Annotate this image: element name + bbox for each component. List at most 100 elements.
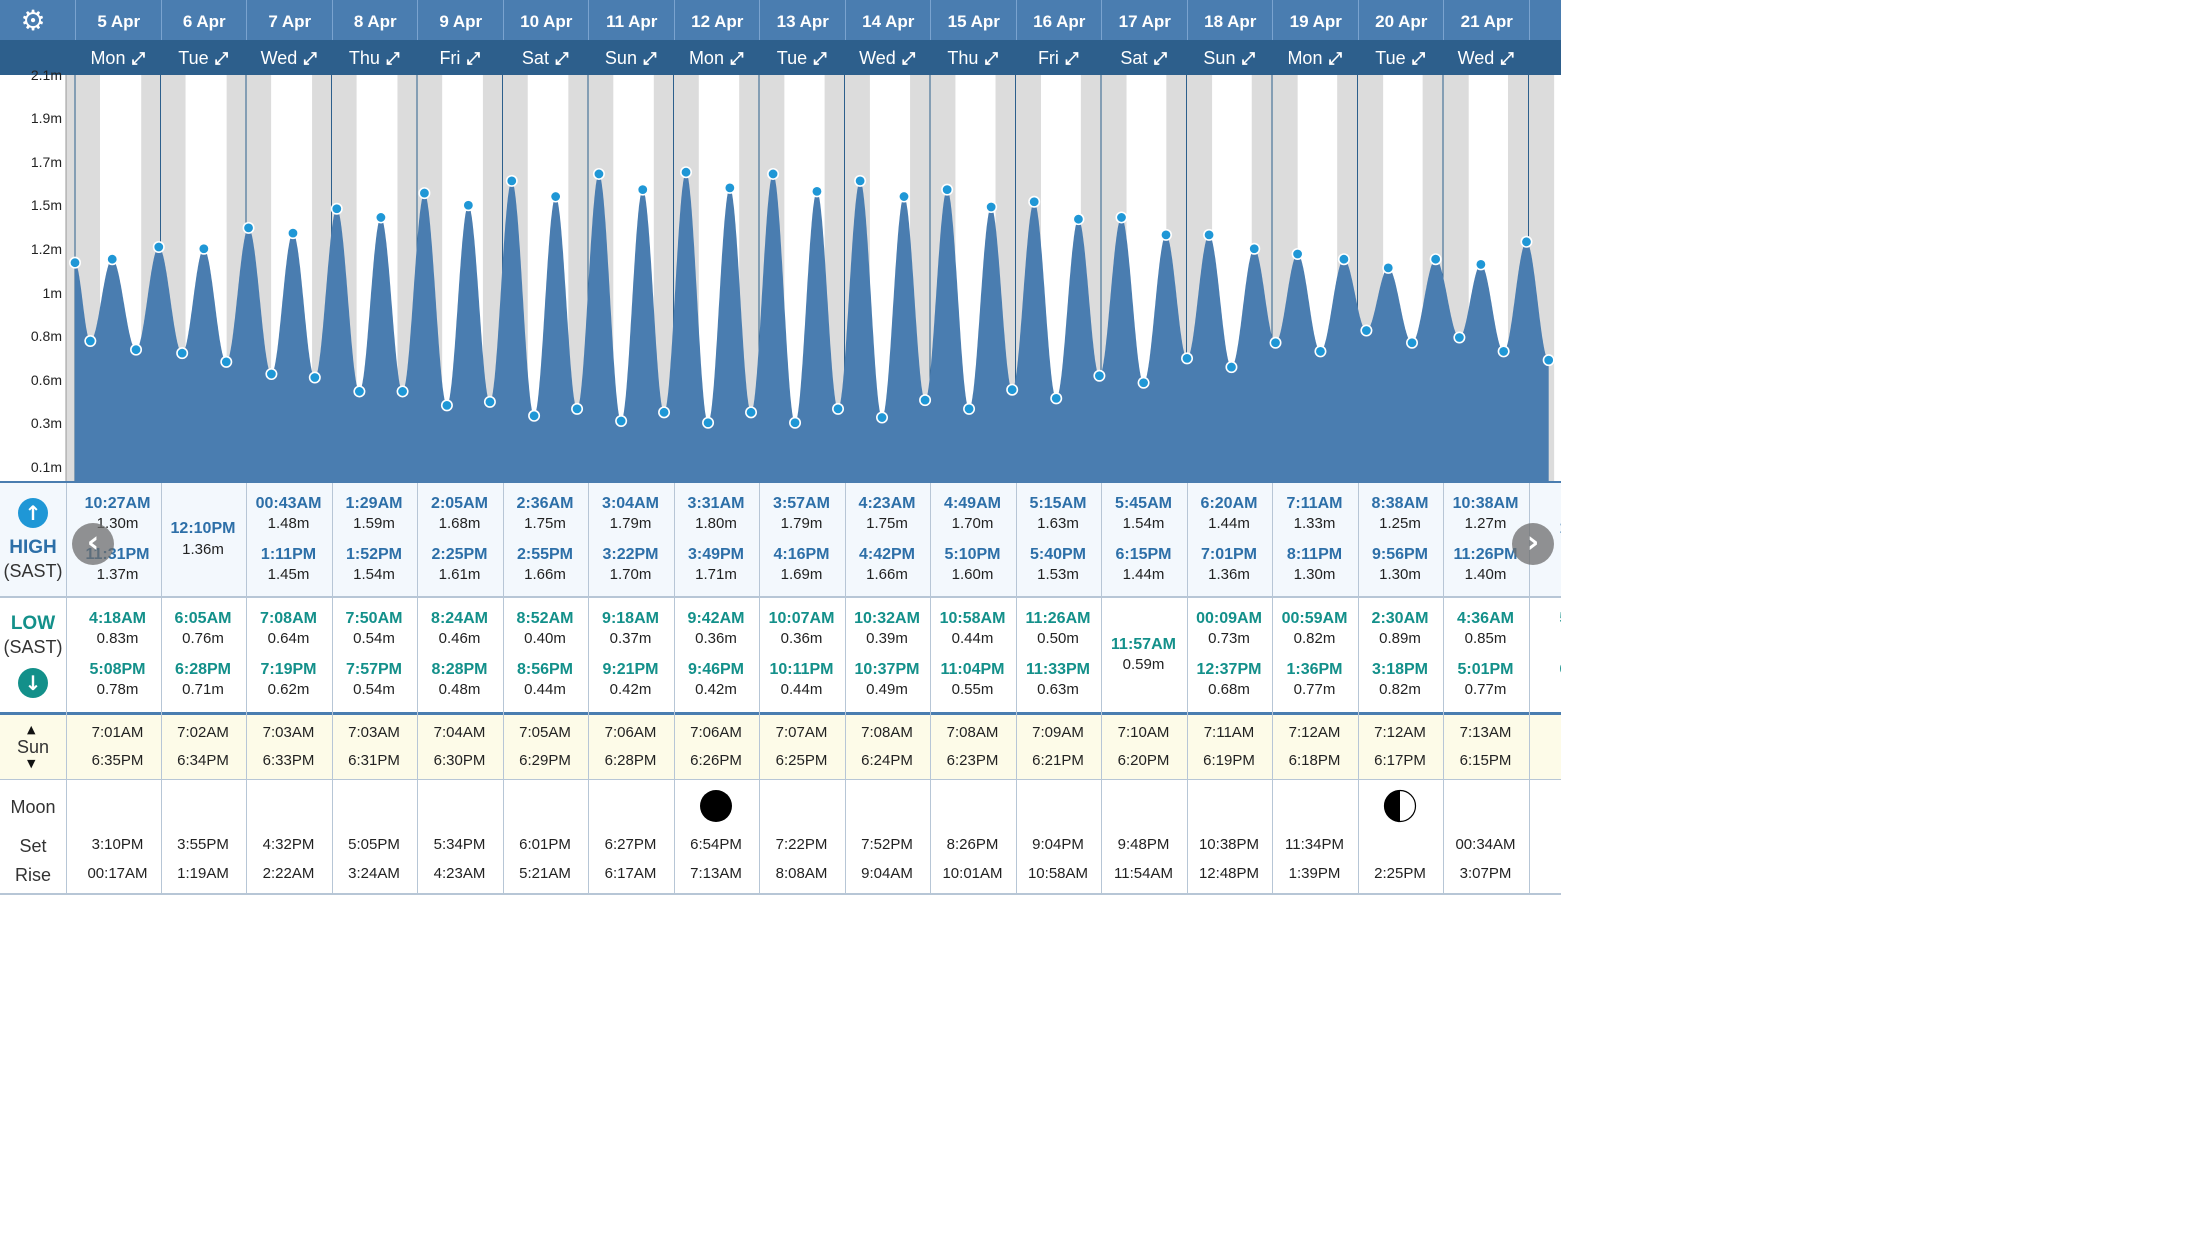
day-header-cell[interactable]: Tue ⤢ [759,40,845,75]
expand-arrows-icon[interactable]: ⤢ [303,49,317,69]
day-header-cell[interactable]: Wed ⤢ [1443,40,1529,75]
tide-point[interactable] [767,167,780,180]
tide-point[interactable] [1360,324,1373,337]
tide-point[interactable] [1269,336,1282,349]
tide-point[interactable] [1453,331,1466,344]
tide-point[interactable] [1072,213,1085,226]
tide-point[interactable] [483,395,496,408]
tide-point[interactable] [1203,228,1216,241]
expand-arrows-icon[interactable]: ⤢ [131,49,146,69]
day-header-cell[interactable]: Sat ⤢ [503,40,589,75]
expand-arrows-icon[interactable]: ⤢ [214,49,229,69]
tide-point[interactable] [374,211,387,224]
tide-point[interactable] [549,190,562,203]
tide-point[interactable] [84,334,97,347]
tide-point[interactable] [876,411,889,424]
day-header-cell[interactable]: Thu ⤢ [930,40,1016,75]
tide-point[interactable] [220,355,233,368]
tide-point[interactable] [176,347,189,360]
tide-point[interactable] [919,394,932,407]
tide-point[interactable] [130,343,143,356]
tide-point[interactable] [1406,336,1419,349]
tide-point[interactable] [1160,228,1173,241]
tide-point[interactable] [462,199,475,212]
expand-arrows-icon[interactable]: ⤢ [1153,49,1168,69]
expand-arrows-icon[interactable]: ⤢ [554,49,569,69]
chevron-right-icon[interactable]: › [1512,523,1554,565]
expand-arrows-icon[interactable]: ⤢ [1064,49,1079,69]
tide-point[interactable] [1497,345,1510,358]
tide-point[interactable] [505,174,518,187]
day-header-cell[interactable]: Sun ⤢ [1187,40,1273,75]
tide-point[interactable] [1115,211,1128,224]
tide-point[interactable] [330,202,343,215]
tide-point[interactable] [702,416,715,429]
tide-point[interactable] [1382,261,1395,274]
day-header-cell[interactable]: Sat ⤢ [1101,40,1187,75]
tide-point[interactable] [106,253,119,266]
day-header-cell[interactable]: Fri ⤢ [417,40,503,75]
tide-point[interactable] [723,181,736,194]
tide-point[interactable] [528,409,541,422]
tide-point[interactable] [1429,253,1442,266]
tide-point[interactable] [1181,352,1194,365]
tide-point[interactable] [832,402,845,415]
expand-arrows-icon[interactable]: ⤢ [1328,49,1343,69]
tide-point[interactable] [985,201,998,214]
day-header-cell[interactable]: Tue ⤢ [161,40,247,75]
tide-point[interactable] [745,406,758,419]
tide-point[interactable] [571,402,584,415]
day-header-cell[interactable]: Sun ⤢ [588,40,674,75]
tide-point[interactable] [418,187,431,200]
chevron-left-icon[interactable]: ‹ [72,523,114,565]
tide-point[interactable] [1137,376,1150,389]
day-header-cell[interactable]: Tue ⤢ [1358,40,1444,75]
tide-point[interactable] [1474,258,1487,271]
tide-point[interactable] [1028,195,1041,208]
expand-arrows-icon[interactable]: ⤢ [813,49,827,69]
tide-point[interactable] [1314,345,1327,358]
tide-point[interactable] [789,416,802,429]
tide-point[interactable] [658,406,671,419]
tide-point[interactable] [353,385,366,398]
expand-arrows-icon[interactable]: ⤢ [1500,49,1514,69]
tide-point[interactable] [286,227,299,240]
expand-arrows-icon[interactable]: ⤢ [642,49,657,69]
day-header-cell[interactable]: Wed ⤢ [246,40,332,75]
tide-point[interactable] [1542,354,1555,367]
day-header-cell[interactable]: Mon ⤢ [1272,40,1358,75]
tide-point[interactable] [1248,242,1261,255]
arrow-up-icon[interactable]: ↑ [18,498,48,528]
expand-arrows-icon[interactable]: ⤢ [1241,49,1256,69]
tide-point[interactable] [1093,369,1106,382]
tide-point[interactable] [1337,253,1350,266]
tide-point[interactable] [854,174,867,187]
tide-point[interactable] [963,402,976,415]
tide-point[interactable] [1050,392,1063,405]
day-header-cell[interactable]: T [1529,40,1562,75]
tide-point[interactable] [592,167,605,180]
tide-point[interactable] [197,242,210,255]
expand-arrows-icon[interactable]: ⤢ [466,49,481,69]
gear-icon[interactable]: ⚙ [20,4,46,37]
expand-arrows-icon[interactable]: ⤢ [1411,49,1426,69]
tide-point[interactable] [69,256,82,269]
tide-point[interactable] [308,371,321,384]
tide-point[interactable] [1291,247,1304,260]
tide-point[interactable] [242,221,255,234]
expand-arrows-icon[interactable]: ⤢ [984,49,999,69]
day-header-cell[interactable]: Fri ⤢ [1016,40,1102,75]
arrow-down-icon[interactable]: ↓ [18,668,48,698]
tide-point[interactable] [680,166,693,179]
tide-point[interactable] [1225,361,1238,374]
tide-point[interactable] [897,190,910,203]
expand-arrows-icon[interactable]: ⤢ [729,49,744,69]
tide-point[interactable] [636,183,649,196]
expand-arrows-icon[interactable]: ⤢ [385,49,400,69]
tide-point[interactable] [1006,383,1019,396]
tide-point[interactable] [810,185,823,198]
tide-point[interactable] [1520,235,1533,248]
day-header-cell[interactable]: Wed ⤢ [845,40,931,75]
day-header-cell[interactable]: Mon ⤢ [674,40,760,75]
tide-point[interactable] [152,241,165,254]
